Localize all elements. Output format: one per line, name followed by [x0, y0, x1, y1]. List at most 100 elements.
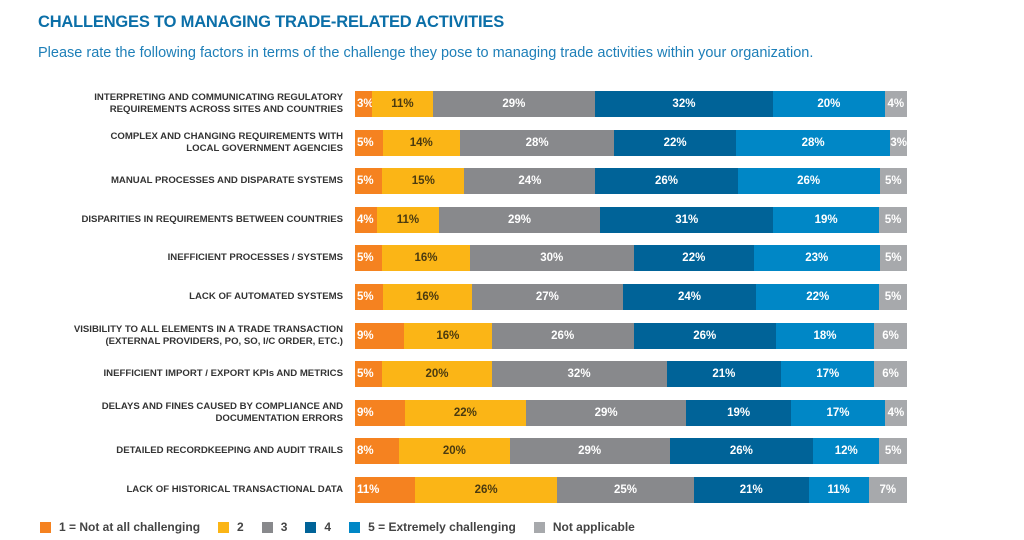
category-label: INEFFICIENT IMPORT / EXPORT KPIs AND MET… [23, 368, 343, 380]
bar-segment-2: 22% [404, 399, 527, 426]
stacked-bar: 5% 16% 30% 22% 23% 5% [355, 245, 907, 272]
bar-segment-5: 12% [813, 438, 880, 465]
bar-segment-5: 28% [735, 129, 891, 156]
bar-segment-2: 16% [382, 284, 473, 310]
bar-segment-2: 20% [399, 438, 510, 465]
category-label-line: (EXTERNAL PROVIDERS, PO, SO, I/C ORDER, … [105, 335, 343, 347]
legend-item: 2 [218, 520, 244, 534]
bar-segment-6: 5% [879, 206, 907, 233]
legend-label: 3 [280, 520, 288, 534]
bar-segment-6: 4% [884, 91, 907, 117]
legend-label: Not applicable [552, 520, 635, 534]
bar-segment-1: 5% [355, 129, 383, 156]
category-label-line: MANUAL PROCESSES AND DISPARATE SYSTEMS [110, 175, 343, 187]
category-label: INEFFICIENT PROCESSES / SYSTEMS [23, 252, 343, 264]
bar-segment-3: 25% [557, 477, 694, 503]
bar-segment-4: 21% [666, 361, 782, 388]
bar-row: INTERPRETING AND COMMUNICATING REGULATOR… [0, 91, 1024, 117]
bar-row: DETAILED RECORDKEEPING AND AUDIT TRAILS 8… [0, 438, 1024, 465]
legend-label: 2 [237, 520, 244, 534]
category-label-line: DOCUMENTATION ERRORS [215, 412, 343, 424]
bar-segment-6: 5% [879, 168, 907, 195]
bar-segment-1: 5% [355, 245, 383, 272]
bar-segment-4: 24% [622, 284, 757, 310]
legend-item: Not applicable [533, 520, 635, 534]
stacked-bar: 5% 20% 32% 21% 17% 6% [355, 361, 907, 388]
bar-segment-6: 5% [879, 438, 907, 465]
bar-segment-1: 5% [355, 361, 383, 388]
stacked-bar: 3% 11% 29% 32% 20% 4% [355, 91, 907, 117]
legend-label: 1 = Not at all challenging [59, 520, 201, 534]
bar-segment-2: 11% [377, 206, 439, 233]
legend-swatch [261, 521, 273, 533]
bar-segment-6: 6% [874, 322, 907, 349]
category-label: LACK OF AUTOMATED SYSTEMS [23, 291, 343, 303]
stacked-bar: 9% 16% 26% 26% 18% 6% [355, 322, 907, 349]
bar-row: LACK OF HISTORICAL TRANSACTIONAL DATA 11%… [0, 477, 1024, 503]
stacked-bar: 11% 26% 25% 21% 11% 7% [355, 477, 907, 503]
bar-segment-3: 28% [459, 129, 615, 156]
bar-row: DELAYS AND FINES CAUSED BY COMPLIANCE AN… [0, 399, 1024, 426]
legend-swatch [218, 521, 230, 533]
legend-item: 4 [305, 520, 331, 534]
bar-segment-1: 4% [355, 206, 378, 233]
legend: 1 = Not at all challenging 2 3 4 5 = Extreme… [40, 520, 635, 534]
category-label-line: LOCAL GOVERNMENT AGENCIES [186, 142, 343, 154]
bar-segment-5: 22% [756, 284, 880, 310]
legend-swatch [349, 521, 361, 533]
bar-segment-3: 29% [438, 206, 601, 233]
category-label: DISPARITIES IN REQUIREMENTS BETWEEN COUN… [23, 214, 343, 226]
bar-segment-1: 9% [355, 399, 405, 426]
legend-item: 3 [261, 520, 288, 534]
bar-row: LACK OF AUTOMATED SYSTEMS 5% 16% 27% 24% 22% 5… [0, 284, 1024, 310]
category-label: LACK OF HISTORICAL TRANSACTIONAL DATA [23, 484, 343, 496]
category-label-line: DELAYS AND FINES CAUSED BY COMPLIANCE AN… [101, 400, 343, 412]
bar-segment-6: 5% [879, 284, 907, 310]
category-label-line: DISPARITIES IN REQUIREMENTS BETWEEN COUN… [81, 213, 343, 225]
bar-segment-5: 17% [781, 361, 875, 388]
legend-swatch [305, 521, 317, 533]
category-label-line: INEFFICIENT PROCESSES / SYSTEMS [167, 252, 343, 264]
bar-segment-5: 19% [773, 206, 880, 233]
stacked-bar: 8% 20% 29% 26% 12% 5% [355, 438, 907, 465]
category-label: MANUAL PROCESSES AND DISPARATE SYSTEMS [23, 175, 343, 187]
bar-row: VISIBILITY TO ALL ELEMENTS IN A TRADE TR… [0, 322, 1024, 349]
category-label-line: LACK OF AUTOMATED SYSTEMS [189, 291, 343, 302]
category-label-line: LACK OF HISTORICAL TRANSACTIONAL DATA [126, 484, 343, 495]
bar-segment-5: 18% [775, 322, 875, 349]
bar-row: COMPLEX AND CHANGING REQUIREMENTS WITH LO… [0, 129, 1024, 156]
category-label: COMPLEX AND CHANGING REQUIREMENTS WITH LO… [23, 131, 343, 155]
bar-segment-4: 19% [686, 399, 792, 426]
bar-segment-2: 11% [371, 91, 434, 117]
category-label: DETAILED RECORDKEEPING AND AUDIT TRAILS [23, 445, 343, 457]
bar-segment-3: 29% [526, 399, 687, 426]
bar-segment-2: 14% [382, 129, 460, 156]
category-label-line: INTERPRETING AND COMMUNICATING REGULATOR… [94, 92, 343, 103]
bar-segment-4: 21% [693, 477, 809, 503]
category-label-line: REQUIREMENTS ACROSS SITES AND COUNTRIES [109, 104, 343, 115]
bar-segment-4: 31% [600, 206, 774, 233]
legend-swatch [40, 521, 51, 533]
bar-segment-6: 4% [884, 399, 907, 426]
legend-label: 5 = Extremely challenging [368, 520, 516, 534]
bar-segment-3: 27% [472, 284, 623, 310]
bar-segment-1: 8% [355, 438, 400, 465]
category-label: VISIBILITY TO ALL ELEMENTS IN A TRADE TR… [23, 324, 343, 348]
chart-subtitle: Please rate the following factors in ter… [38, 45, 814, 61]
bar-segment-6: 6% [874, 361, 907, 388]
bar-segment-2: 20% [382, 361, 492, 388]
bar-segment-3: 30% [469, 245, 634, 272]
bar-row: MANUAL PROCESSES AND DISPARATE SYSTEMS 5%… [0, 168, 1024, 195]
category-label-line: INEFFICIENT IMPORT / EXPORT KPIs AND MET… [103, 368, 343, 380]
bar-segment-5: 26% [737, 168, 880, 195]
bar-segment-6: 5% [879, 245, 907, 272]
bar-segment-4: 22% [614, 129, 736, 156]
legend-label: 4 [324, 520, 332, 534]
bar-row: INEFFICIENT IMPORT / EXPORT KPIs AND MET… [0, 361, 1024, 388]
bar-segment-2: 16% [404, 322, 492, 349]
bar-segment-1: 5% [355, 284, 383, 310]
bar-segment-2: 15% [382, 168, 465, 195]
stacked-bar: 9% 22% 29% 19% 17% 4% [355, 399, 907, 426]
category-label: DELAYS AND FINES CAUSED BY COMPLIANCE AN… [23, 401, 343, 425]
category-label: INTERPRETING AND COMMUNICATING REGULATOR… [23, 92, 343, 116]
